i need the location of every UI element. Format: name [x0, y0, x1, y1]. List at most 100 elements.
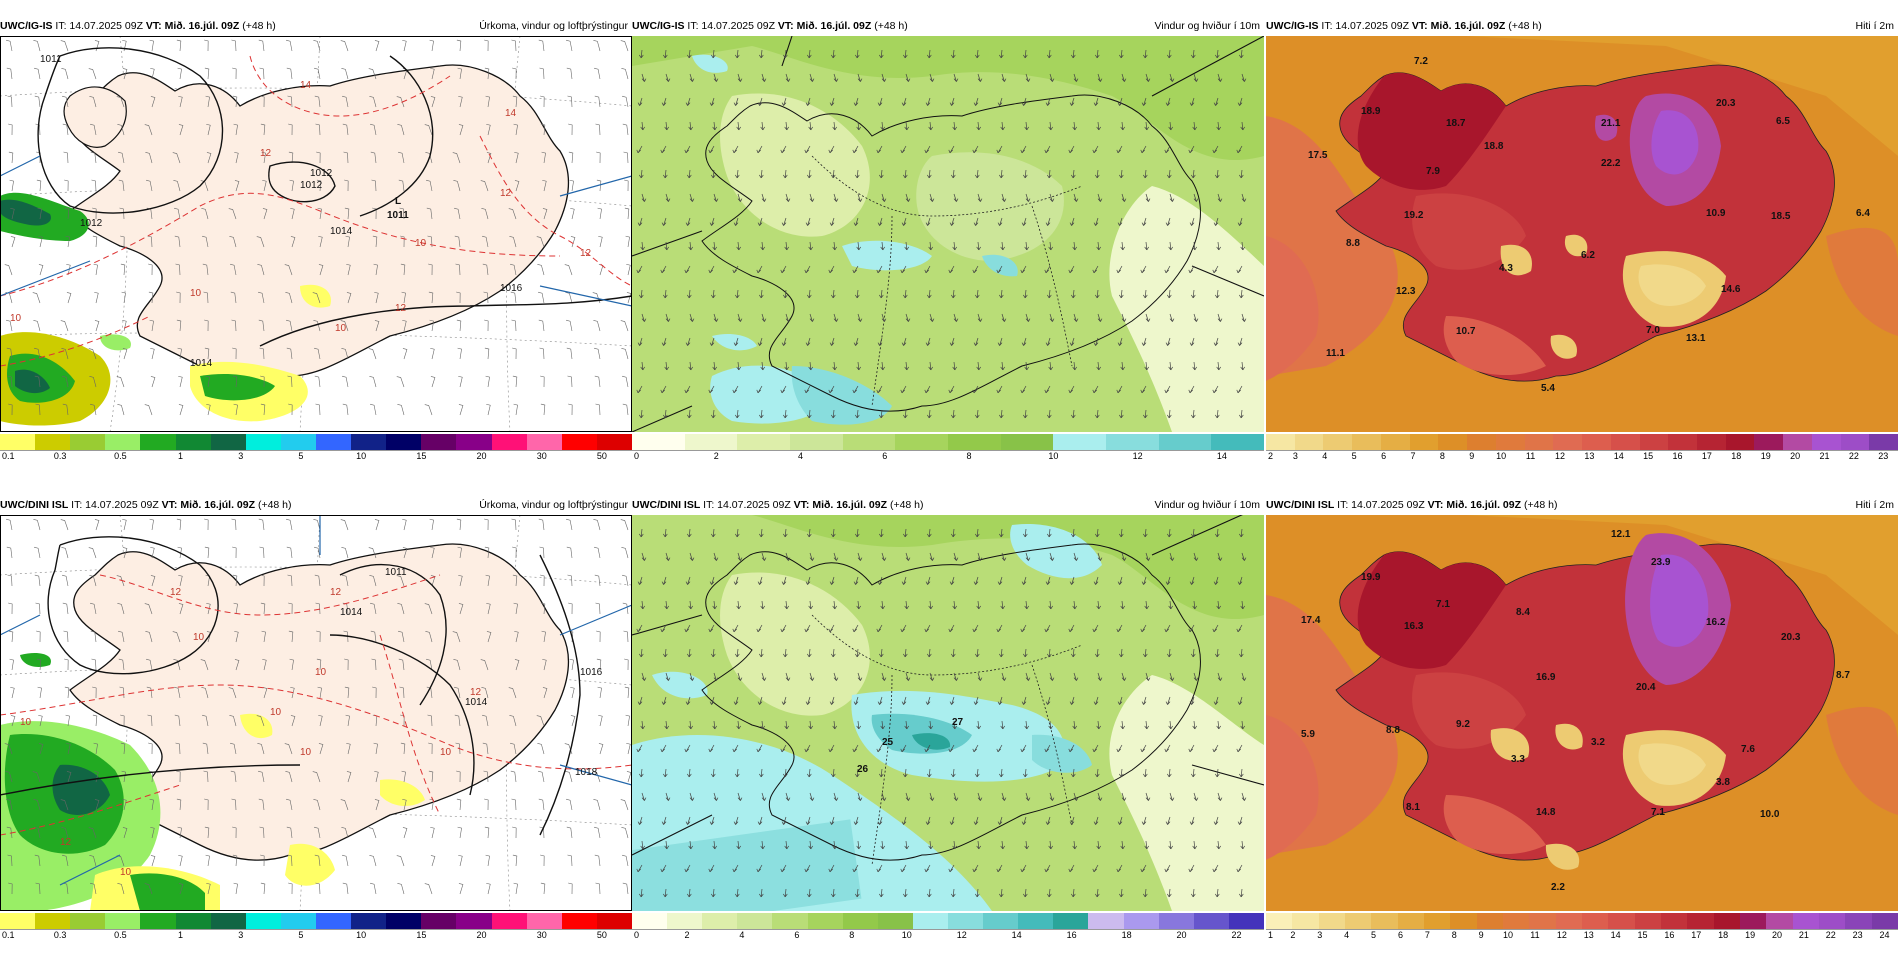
- wind-arrow: [1092, 265, 1099, 274]
- wind-arrow: [905, 313, 911, 322]
- wind-arrow: [1188, 385, 1195, 394]
- wind-arrow: [855, 888, 860, 898]
- wind-arrow: [828, 744, 835, 753]
- wind-arrow: [1021, 217, 1027, 226]
- wind-barb: [178, 95, 183, 108]
- wind-arrow: [709, 217, 715, 226]
- wind-arrow: [804, 864, 811, 873]
- wind-arrow: [1049, 552, 1055, 561]
- wind-barb: [258, 518, 265, 531]
- wind-barb: [34, 67, 41, 80]
- wind-barb: [371, 179, 377, 192]
- wind-arrow: [881, 792, 887, 801]
- wind-arrow: [1047, 169, 1052, 179]
- map-temperature[interactable]: 12.1 19.9 7.1 17.4 16.3 23.9 8.4 16.2 20.3 5.9 8.8…: [1266, 515, 1898, 911]
- wind-arrow: [737, 313, 743, 322]
- wind-barb: [368, 68, 377, 80]
- map-wind-gust[interactable]: [632, 36, 1264, 432]
- wind-arrow: [809, 672, 815, 681]
- wind-arrow: [951, 528, 956, 538]
- map-precip-wind-pressure[interactable]: 1011 1012 1012 1014 1016 1014 1012 14 12 14 10 12 1…: [0, 36, 632, 432]
- wind-barb: [176, 39, 182, 52]
- colorbar-segment: [561, 434, 597, 450]
- wind-arrow: [1191, 409, 1196, 419]
- wind-arrow: [757, 696, 763, 705]
- isobars: [37, 47, 632, 347]
- wind-arrow: [1025, 552, 1031, 561]
- map-precip-wind-pressure[interactable]: 1011 1014 1016 1018 1014 12 10 12 10 10 12 10 10 10 1…: [0, 515, 632, 911]
- wind-barb: [117, 883, 125, 895]
- wind-barb: [622, 854, 629, 867]
- wind-barb: [484, 826, 490, 839]
- map-wind-gust[interactable]: 25 27 26: [632, 515, 1264, 911]
- low-pressure-value: 1011: [387, 210, 409, 221]
- wind-arrow: [1165, 217, 1171, 226]
- wind-arrow: [1191, 888, 1196, 898]
- wind-arrow: [641, 193, 647, 202]
- valid-time: VT: Mið. 16.júl. 09Z: [161, 499, 256, 511]
- colorbar-segment: [1294, 434, 1324, 450]
- wind-barb: [622, 574, 629, 587]
- wind-barb: [7, 854, 13, 867]
- valid-time: VT: Mið. 16.júl. 09Z: [777, 20, 872, 32]
- colorbar-segment: [1344, 913, 1372, 929]
- temperature-value: 8.4: [1516, 607, 1530, 618]
- wind-arrow: [952, 600, 957, 610]
- wind-arrow: [733, 337, 739, 346]
- wind-barb: [149, 518, 154, 531]
- wind-arrow: [735, 169, 740, 179]
- wind-arrow: [881, 313, 887, 322]
- wind-barb: [484, 347, 490, 360]
- wind-barb: [511, 319, 517, 332]
- temperature-value: 18.5: [1771, 211, 1791, 222]
- wind-barb: [566, 518, 573, 531]
- wind-arrow: [951, 409, 956, 419]
- wind-arrow: [808, 241, 813, 251]
- wind-barb: [594, 854, 601, 867]
- wind-arrow: [807, 768, 812, 778]
- wind-barb: [231, 518, 237, 531]
- wind-arrow: [856, 241, 861, 251]
- colorbar-segment: [70, 913, 106, 929]
- wind-barb: [92, 686, 97, 699]
- wind-arrow: [1044, 145, 1051, 154]
- wind-arrow: [1117, 696, 1123, 705]
- wind-barb: [396, 855, 405, 867]
- wind-barb: [568, 123, 573, 136]
- wind-arrow: [829, 696, 835, 705]
- wind-barb: [150, 376, 156, 388]
- colorbar-segment: [1266, 434, 1295, 450]
- temperature-value: 2.2: [1551, 882, 1565, 893]
- wind-arrow: [999, 169, 1004, 179]
- wind-arrow: [783, 49, 788, 59]
- wind-barb: [342, 854, 349, 867]
- isotherm-label: 14: [505, 108, 517, 119]
- wind-arrow: [905, 552, 911, 561]
- colorbar-segment: [1409, 434, 1439, 450]
- colorbar-tick-label: 12: [1556, 930, 1567, 940]
- wind-arrow: [784, 241, 789, 251]
- wind-barb: [456, 291, 461, 304]
- wind-barb: [231, 798, 237, 811]
- colorbar-tick-label: 0: [634, 451, 640, 461]
- wind-barb: [458, 95, 463, 108]
- wind-arrow: [977, 73, 983, 82]
- wind-arrow: [1143, 888, 1148, 898]
- wind-arrow: [856, 121, 861, 131]
- colorbar-tick-label: 9: [1478, 930, 1484, 940]
- colorbar-segment: [1158, 913, 1194, 929]
- pressure-label: 1012: [310, 168, 333, 179]
- wind-barb: [6, 518, 13, 531]
- wind-arrow: [756, 145, 763, 154]
- wind-barb: [480, 659, 489, 671]
- wind-barb: [368, 827, 377, 839]
- wind-arrow: [1212, 744, 1219, 753]
- wind-arrow: [1021, 816, 1027, 825]
- map-temperature[interactable]: 7.2 18.9 18.7 17.5 7.9 19.2 8.8 18.8 22.2 21.1 20.…: [1266, 36, 1898, 432]
- colorbar-tick-label: 3: [1317, 930, 1323, 940]
- wind-barb: [344, 658, 349, 671]
- borders-solid: [632, 36, 1264, 432]
- colorbar-tick-label: 4: [739, 930, 745, 940]
- colorbar-tick-label: 2: [1290, 930, 1296, 940]
- wind-arrow: [1092, 385, 1099, 394]
